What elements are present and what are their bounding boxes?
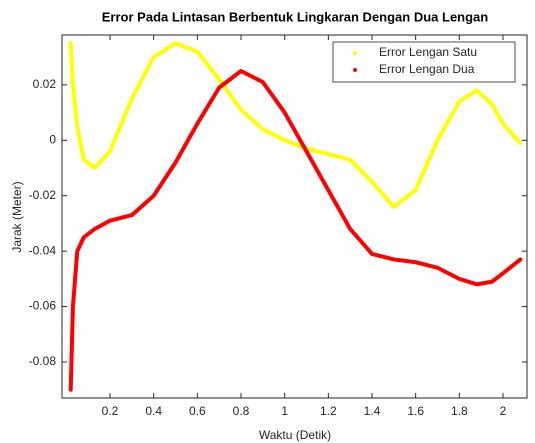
y-axis-label: Jarak (Meter)	[10, 181, 24, 252]
y-tick-label: -0.06	[29, 299, 57, 313]
x-tick-label: 1	[281, 404, 288, 418]
y-tick-label: -0.08	[29, 354, 57, 368]
legend-label: Error Lengan Dua	[379, 62, 475, 76]
x-tick-label: 1.4	[364, 404, 381, 418]
x-tick-label: 2	[500, 404, 507, 418]
x-tick-label: 1.2	[320, 404, 337, 418]
y-tick-label: 0	[49, 132, 56, 146]
y-tick-label: -0.02	[29, 188, 57, 202]
x-axis-label: Waktu (Detik)	[259, 428, 331, 442]
y-tick-label: 0.02	[33, 77, 57, 91]
legend-marker	[353, 51, 357, 55]
chart-title: Error Pada Lintasan Berbentuk Lingkaran …	[102, 9, 489, 24]
legend-marker	[353, 68, 357, 72]
plot-area	[61, 34, 528, 399]
x-tick-label: 0.6	[189, 404, 206, 418]
y-tick-label: -0.04	[29, 243, 57, 257]
x-tick-label: 0.4	[145, 404, 162, 418]
legend-label: Error Lengan Satu	[379, 45, 477, 59]
x-tick-label: 1.6	[407, 404, 424, 418]
x-tick-label: 1.8	[451, 404, 468, 418]
x-tick-label: 0.2	[102, 404, 119, 418]
series-line	[68, 69, 523, 392]
legend-box	[332, 41, 516, 83]
x-tick-label: 0.8	[233, 404, 250, 418]
series-line	[68, 41, 523, 209]
